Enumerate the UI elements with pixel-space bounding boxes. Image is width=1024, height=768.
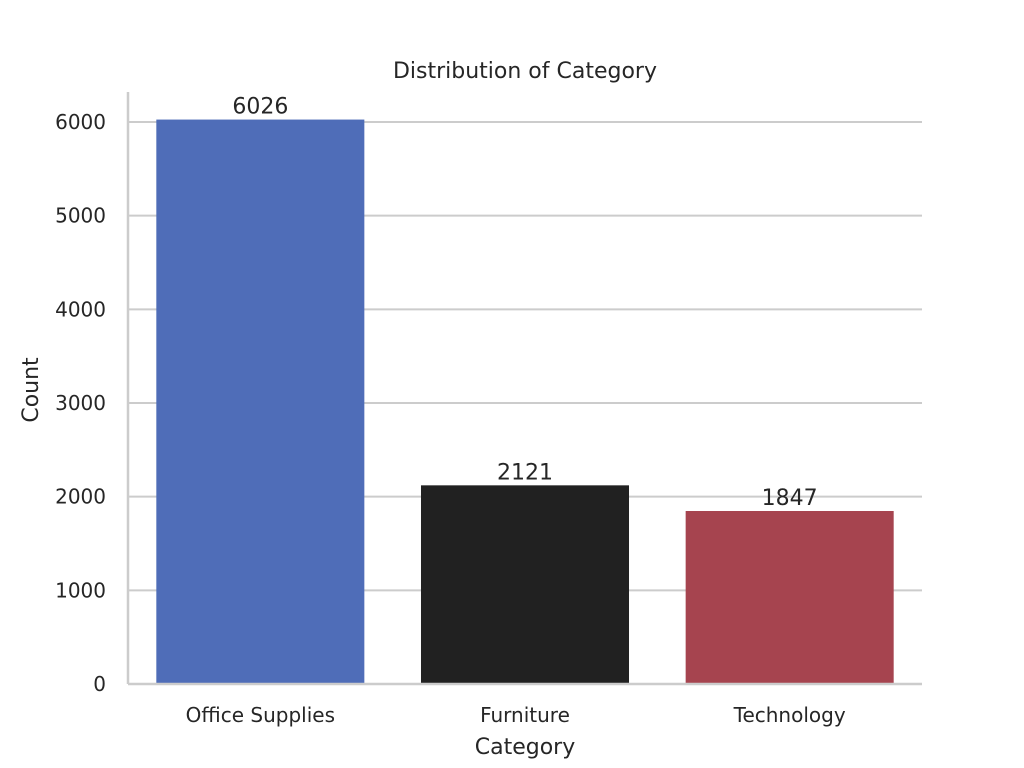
y-tick-label: 0: [93, 672, 106, 696]
y-tick-label: 1000: [55, 578, 106, 602]
axes: [126, 92, 922, 686]
data-labels: 6026 2121 1847: [232, 95, 817, 511]
chart-title: Distribution of Category: [393, 59, 657, 84]
x-tick-label: Office Supplies: [186, 703, 335, 727]
x-axis-title: Category: [475, 735, 576, 760]
y-tick-labels: 0 1000 2000 3000 4000 5000 6000: [55, 110, 106, 696]
y-axis-title: Count: [19, 357, 44, 423]
y-tick-label: 4000: [55, 297, 106, 321]
bar: [685, 510, 894, 684]
y-tick-label: 2000: [55, 485, 106, 509]
x-tick-labels: Office Supplies Furniture Technology: [186, 703, 846, 727]
bar: [420, 485, 630, 684]
y-tick-label: 5000: [55, 204, 106, 228]
bar-value-label: 6026: [232, 95, 288, 120]
x-tick-label: Technology: [733, 703, 846, 727]
y-tick-label: 6000: [55, 110, 106, 134]
bar-value-label: 1847: [762, 486, 818, 511]
bars: [156, 119, 894, 684]
bar: [156, 119, 365, 684]
x-tick-label: Furniture: [480, 703, 570, 727]
y-tick-label: 3000: [55, 391, 106, 415]
bar-value-label: 2121: [497, 460, 553, 485]
